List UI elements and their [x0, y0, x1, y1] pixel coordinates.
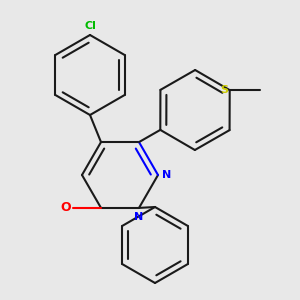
Text: N: N — [162, 170, 171, 180]
Text: N: N — [134, 212, 144, 222]
Text: Cl: Cl — [84, 21, 96, 31]
Text: S: S — [221, 85, 229, 95]
Text: O: O — [60, 201, 71, 214]
